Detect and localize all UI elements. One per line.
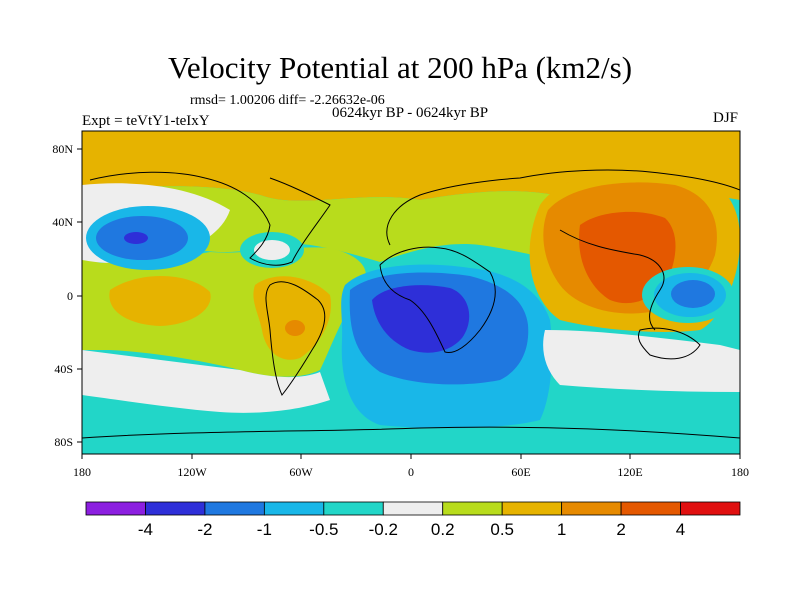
- colorbar-swatch: [501, 501, 563, 516]
- colorbar-label: -0.2: [369, 520, 398, 539]
- lon-label: 0: [408, 465, 414, 479]
- colorbar-label: -1: [257, 520, 272, 539]
- colorbar-labels: -4 -2 -1 -0.5 -0.2 0.2 0.5 1 2 4: [138, 520, 685, 539]
- colorbar-swatch: [323, 501, 384, 516]
- colorbar-label: 1: [557, 520, 566, 539]
- colorbar-swatch: [145, 501, 206, 516]
- period-label: 0624kyr BP - 0624kyr BP: [331, 105, 489, 121]
- season-label: DJF: [712, 110, 738, 126]
- experiment-label: Expt = teVtY1-teIxY: [82, 113, 210, 129]
- colorbar-label: -2: [197, 520, 212, 539]
- colorbar-swatch: [382, 501, 444, 516]
- colorbar-swatch: [680, 501, 741, 516]
- latitude-labels: 80N 40N 0 40S 80S: [52, 142, 73, 449]
- lon-label: 60E: [511, 465, 530, 479]
- colorbar-label: 0.5: [490, 520, 514, 539]
- lat-label: 80N: [52, 142, 73, 156]
- longitude-labels: 180 120W 60W 0 60E 120E 180: [73, 465, 749, 479]
- colorbar-swatch: [442, 501, 503, 516]
- velocity-potential-field: [82, 131, 740, 454]
- lat-label: 80S: [54, 435, 73, 449]
- lon-label: 120E: [617, 465, 642, 479]
- colorbar-label: 2: [616, 520, 625, 539]
- colorbar-label: 0.2: [431, 520, 455, 539]
- lat-label: 40N: [52, 215, 73, 229]
- colorbar-label: -0.5: [309, 520, 338, 539]
- colorbar-swatch: [561, 501, 622, 516]
- lon-label: 60W: [289, 465, 313, 479]
- colorbar-label: -4: [138, 520, 153, 539]
- map-title: Velocity Potential at 200 hPa (km2/s): [167, 50, 633, 85]
- lon-label: 180: [731, 465, 749, 479]
- lat-label: 40S: [54, 362, 73, 376]
- lat-label: 0: [67, 289, 73, 303]
- lon-label: 180: [73, 465, 91, 479]
- stats-text: rmsd= 1.00206 diff= -2.26632e-06: [190, 93, 385, 108]
- axis-ticks: [77, 148, 741, 459]
- colorbar-swatch: [85, 501, 146, 516]
- coastlines: [82, 169, 740, 439]
- colorbar-swatch: [263, 501, 325, 516]
- colorbar-swatch: [204, 501, 265, 516]
- lon-label: 120W: [177, 465, 207, 479]
- colorbar-swatch: [620, 501, 681, 516]
- colorbar-label: 4: [676, 520, 685, 539]
- colorbar: [85, 501, 741, 516]
